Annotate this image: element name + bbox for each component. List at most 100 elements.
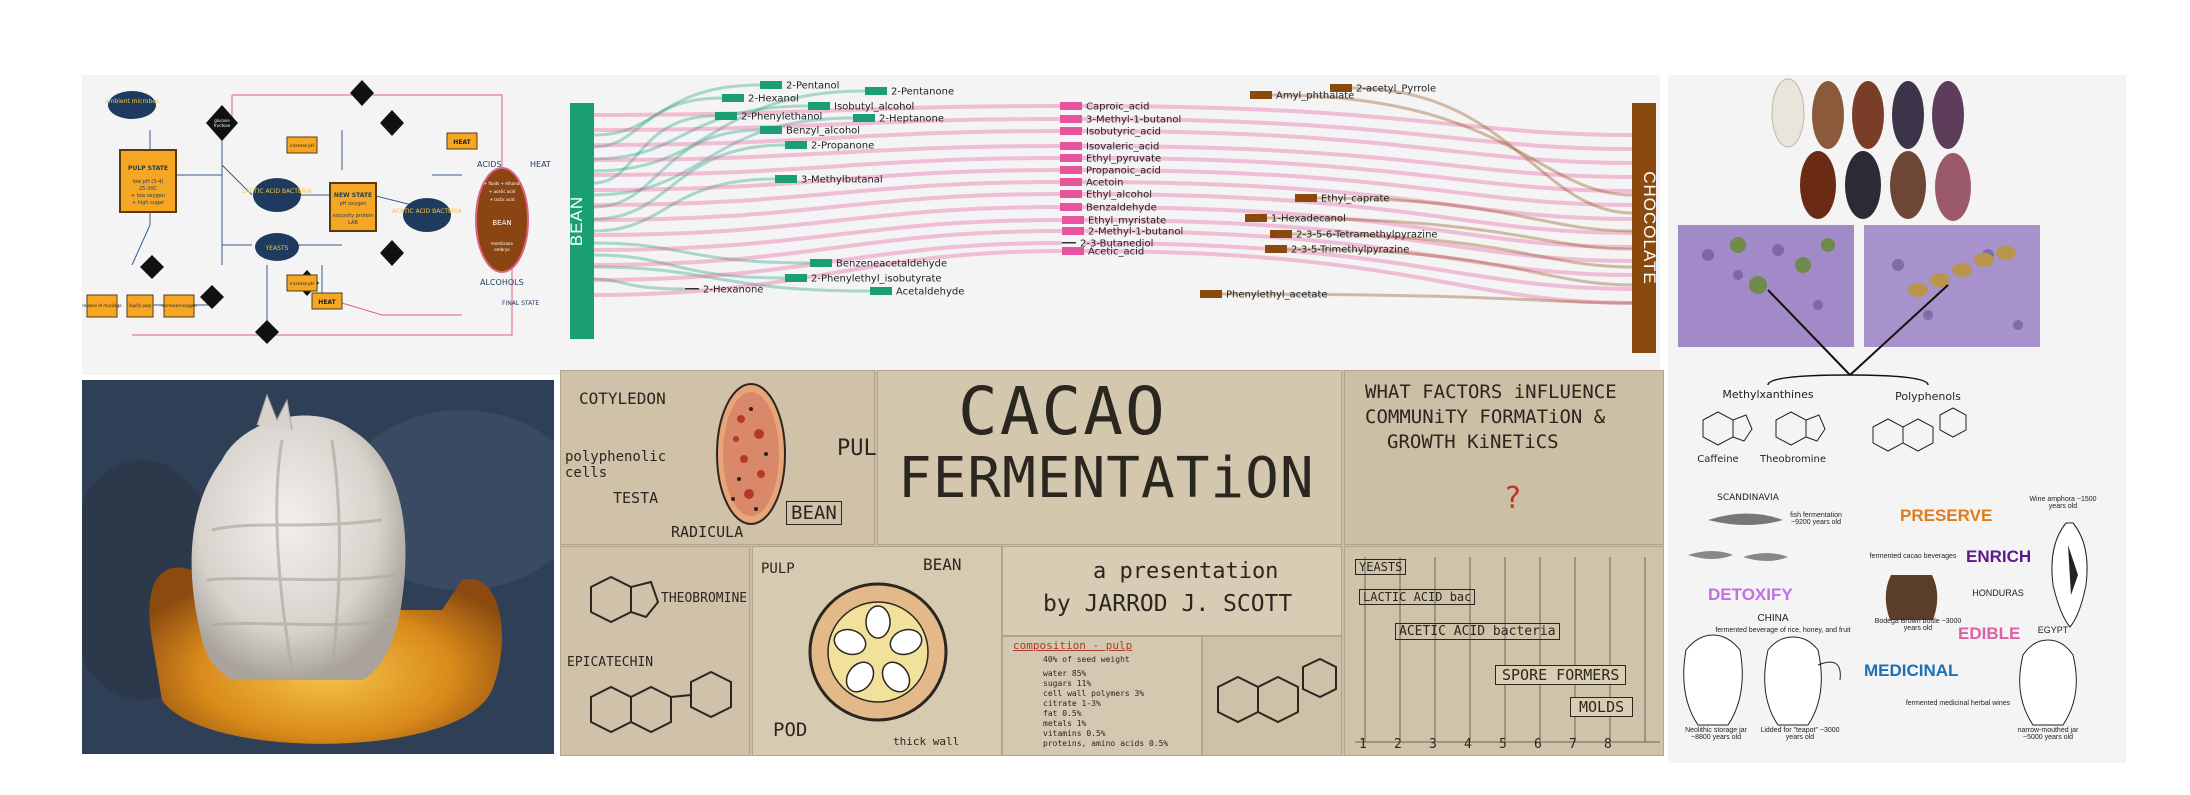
thick-wall-label: thick wall [893,735,960,748]
pink-node-7 [1060,190,1082,198]
composition-title: composition - pulp [1013,639,1133,652]
question-line-1: WHAT FACTORS iNFLUENCE [1365,381,1617,403]
svg-text:HEAT: HEAT [453,139,471,146]
svg-text:FINAL STATE: FINAL STATE [502,300,539,307]
pulp-label: PULP [761,561,795,577]
lactic-bar: LACTIC ACID bac [1359,589,1476,605]
pink-flow-12 [593,249,1633,305]
green-flow-11 [593,265,871,293]
svg-text:+ acetic acid: + acetic acid [489,189,516,194]
svg-text:PULP STATE: PULP STATE [128,165,168,172]
fish-icon-3 [1743,553,1788,561]
pink-flow-10 [593,229,1633,277]
spore-bar: SPORE FORMERS [1495,665,1627,685]
egypt-label: EGYPT [2037,625,2069,635]
svg-text:ambient microbes: ambient microbes [105,98,159,105]
presentation-label: a presentation [1093,559,1279,584]
growth-chart-paper: YEASTS LACTIC ACID bac ACETIC ACID bacte… [1344,546,1664,756]
svg-text:membrane: membrane [491,241,513,246]
brown-node-2 [1295,194,1317,202]
day-axis-tick: 4 [1464,737,1472,752]
svg-text:fructose: fructose [214,123,231,128]
herbal-annotation: fermented medicinal herbal wines [1905,700,2011,707]
epicatechin-paper-2 [1202,636,1342,756]
green-label-12: 2-Hexanone [703,285,763,296]
pink-label-5: Propanoic_acid [1086,166,1161,177]
green-flow-12 [593,277,686,291]
brown-flow-2 [1316,196,1633,233]
composition-list: water 85% sugars 11% cell wall polymers 3%… [1043,669,1168,749]
cacao-bev-annotation: fermented cacao beverages [1869,553,1957,560]
day-axis-tick: 3 [1429,737,1437,752]
cacao-pod-illustration [82,380,554,754]
brown-node-5 [1265,245,1287,253]
brown-node-6 [1200,290,1222,298]
micrograph-right [1864,225,2040,347]
brown-node-4 [1270,230,1292,238]
pink-node-0 [1060,102,1082,110]
svg-text:liquify pulp: liquify pulp [129,303,152,308]
pink-label-6: Acetoin [1086,178,1123,189]
pink-node-6 [1060,178,1082,186]
pink-flow-7 [593,192,1633,235]
svg-text:increased oxygen: increased oxygen [161,303,197,308]
bean-label-2: BEAN [923,555,962,574]
green-flow-1 [593,96,723,149]
teapot-annotation: Lidded for "teapot" ~3000 years old [1760,727,1840,741]
pod-cross-section [808,582,948,722]
green-label-7: 2-Propanone [811,141,874,152]
green-node-4 [715,112,737,120]
pink-node-2 [1060,127,1082,135]
pink-label-2: Isobutyric_acid [1086,127,1161,138]
glucose-diamond [206,105,238,141]
svg-text:glucose: glucose [214,118,230,123]
sankey-diagram: BEAN CHOCOLATE 2-Pentanol 2-Hexanol Isobut… [560,75,1660,371]
svg-text:ALCOHOLS: ALCOHOLS [480,278,524,287]
svg-text:HEAT: HEAT [318,299,336,306]
pulp-state-node [119,149,177,213]
green-node-2 [808,102,830,110]
green-flow-5 [593,116,854,197]
brown-flow-6 [1221,292,1633,305]
green-label-3: 2-Pentanone [891,87,954,98]
pink-label-10: 2-Methyl-1-butanol [1088,227,1183,238]
heat-box-1 [446,132,478,150]
neolithic-jar-icon [1683,634,1743,726]
question-line-3: GROWTH KiNETiCS [1387,431,1559,453]
green-label-0: 2-Pentanol [786,81,839,92]
svg-text:embryo: embryo [494,247,510,252]
day-axis: 1 2 3 4 5 6 7 8 [1345,737,1664,755]
growth-grid [1355,557,1660,743]
fish-icon-2 [1688,551,1733,559]
composition-row: fat 0.5% [1043,709,1082,718]
pink-flow-5 [593,168,1633,207]
green-node-1 [722,94,744,102]
pod-section-paper: PULP BEAN POD thick wall [752,546,1002,756]
brown-label-1: 2-acetyl_Pyrrole [1356,84,1436,95]
pink-flow-11 [593,241,1633,291]
bean-label: BEAN [786,501,842,525]
svg-text:+ fluids + ethanol: + fluids + ethanol [484,181,520,186]
question-line-2: COMMUNiTY FORMATiON & [1365,406,1606,428]
green-label-1: 2-Hexanol [748,94,799,105]
bean-source-node [570,103,594,339]
pink-flow-3 [593,144,1633,179]
preserve-word: PRESERVE [1900,506,1993,525]
svg-text:pH oxygen: pH oxygen [340,201,367,207]
pink-label-0: Caproic_acid [1086,102,1150,113]
pink-flow-8 [593,205,1633,249]
bean-source-label: BEAN [567,196,586,246]
pink-label-3: Isovaleric_acid [1086,142,1159,153]
green-node-7 [785,141,807,149]
cacao-pod-photo [82,380,554,754]
theobromine-label: THEOBROMINE [661,591,748,606]
question-paper: WHAT FACTORS iNFLUENCE COMMUNiTY FORMATi… [1344,370,1664,545]
brown-flow-0 [1271,93,1633,197]
pink-label-8: Benzaldehyde [1086,203,1157,214]
chocolate-target-node [1632,103,1656,353]
fish-icon [1708,513,1783,525]
green-flow-0 [593,83,761,137]
pink-flow-1 [593,117,1633,151]
svg-text:LACTIC ACID BACTERIA: LACTIC ACID BACTERIA [242,188,312,195]
liquify-box [126,294,154,318]
